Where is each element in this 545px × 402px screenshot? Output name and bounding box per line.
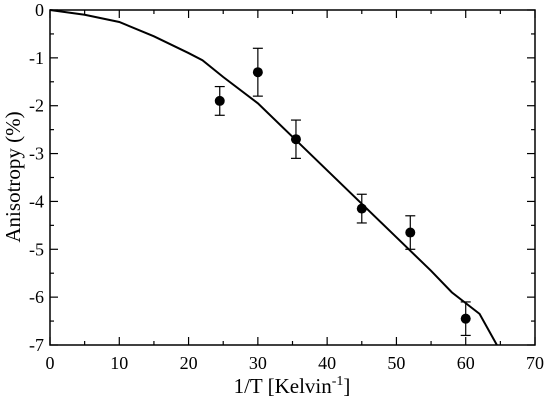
x-axis-title-main: 1/T [Kelvin xyxy=(234,374,333,398)
x-tick-label: 20 xyxy=(180,353,198,373)
y-tick-label: -7 xyxy=(29,335,44,355)
y-tick-label: 0 xyxy=(35,0,44,20)
tick-labels: 0 10 20 30 40 50 60 70 0 -1 -2 -3 -4 -5 -6 -7 xyxy=(29,0,544,373)
data-point xyxy=(460,313,471,324)
x-tick-label: 30 xyxy=(249,353,267,373)
x-tick-label: 40 xyxy=(318,353,336,373)
y-tick-label: -5 xyxy=(29,239,44,259)
x-tick-label: 60 xyxy=(457,353,475,373)
x-tick-label: 10 xyxy=(110,353,128,373)
x-tick-label: 0 xyxy=(46,353,55,373)
data-point xyxy=(252,67,263,78)
ticks xyxy=(49,9,536,346)
y-tick-label: -6 xyxy=(29,287,44,307)
y-tick-label: -4 xyxy=(29,191,44,211)
x-axis-title-suffix: ] xyxy=(343,374,350,398)
data-point xyxy=(405,227,416,238)
x-tick-label: 70 xyxy=(526,353,544,373)
y-axis-title: Anisotropy (%) xyxy=(1,111,25,242)
y-tick-label: -2 xyxy=(29,96,44,116)
y-tick-label: -3 xyxy=(29,144,44,164)
fit-curve xyxy=(49,9,498,346)
data-point xyxy=(290,134,301,145)
x-axis-title-superscript: -1 xyxy=(332,374,344,389)
data-point xyxy=(214,95,225,106)
y-tick-label: -1 xyxy=(29,48,44,68)
x-axis-title: 1/T [Kelvin-1] xyxy=(234,374,351,398)
plot-frame xyxy=(49,9,536,346)
series xyxy=(49,9,498,346)
data-point xyxy=(356,203,367,214)
x-tick-label: 50 xyxy=(387,353,405,373)
